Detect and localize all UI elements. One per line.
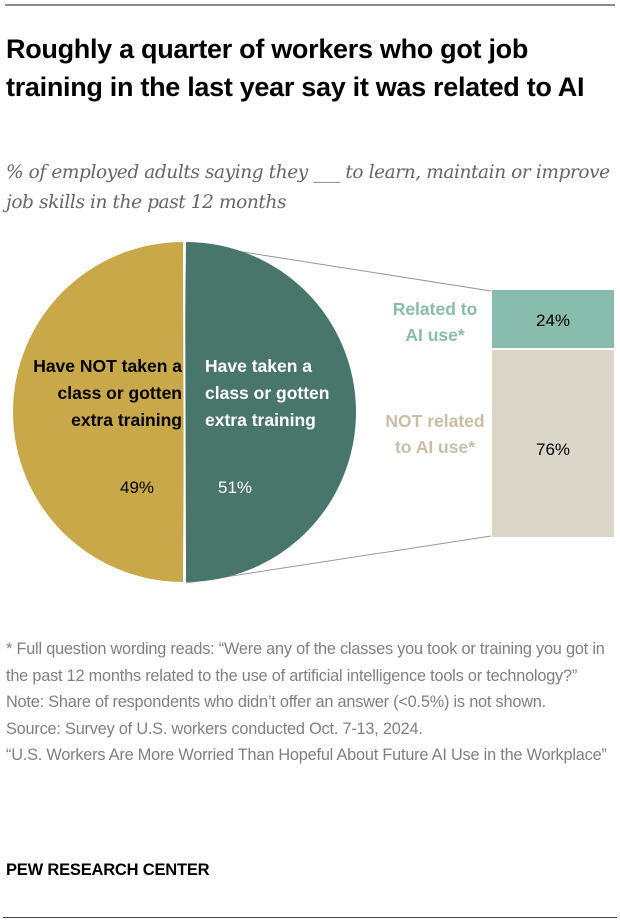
chart-title: Roughly a quarter of workers who got job… (6, 34, 585, 102)
chart-area: Have NOT taken a class or gotten extra t… (0, 230, 620, 600)
bar-label-related-ai: Related to AI use* (380, 296, 490, 348)
pie-label-have-taken-text: Have taken a class or gotten extra train… (205, 356, 330, 430)
pie-and-bar-graphic (13, 241, 614, 584)
bar-segment-not-related-ai (492, 350, 614, 537)
source-line: Source: Survey of U.S. workers conducted… (6, 719, 423, 738)
pew-logo-text: PEW RESEARCH CENTER (6, 861, 210, 879)
pie-value-have-taken: 51% (218, 478, 253, 497)
bar-label-related-ai-text: Related to AI use* (392, 299, 478, 345)
note-nonresponse: Note: Share of respondents who didn’t of… (6, 693, 546, 711)
pie-divider (183, 241, 186, 583)
pie-label-have-not: Have NOT taken a class or gotten extra t… (32, 353, 182, 434)
bar-value-related-ai: 24% (535, 311, 571, 330)
pie-value-have-not: 49% (120, 478, 155, 497)
bar-label-not-related-ai-text: NOT related to AI use* (385, 411, 485, 457)
bar-value-not-related-ai: 76% (535, 440, 571, 459)
report-title: “U.S. Workers Are More Worried Than Hope… (6, 746, 607, 764)
bottom-rule (3, 917, 617, 918)
bar-segment-related-ai (492, 290, 614, 348)
chart-notes: * Full question wording reads: “Were any… (6, 636, 616, 769)
connector-line-bottom (185, 535, 492, 584)
chart-subtitle: % of employed adults saying they ___ to … (6, 162, 610, 213)
bar-label-not-related-ai: NOT related to AI use* (380, 408, 490, 460)
pie-slice-have-taken (184, 242, 356, 582)
pie-label-have-taken: Have taken a class or gotten extra train… (205, 353, 330, 434)
top-rule (5, 4, 615, 6)
footnote-question-wording: * Full question wording reads: “Were any… (6, 640, 605, 685)
pie-label-have-not-text: Have NOT taken a class or gotten extra t… (33, 356, 182, 430)
pie-slice-have-not (13, 242, 184, 582)
